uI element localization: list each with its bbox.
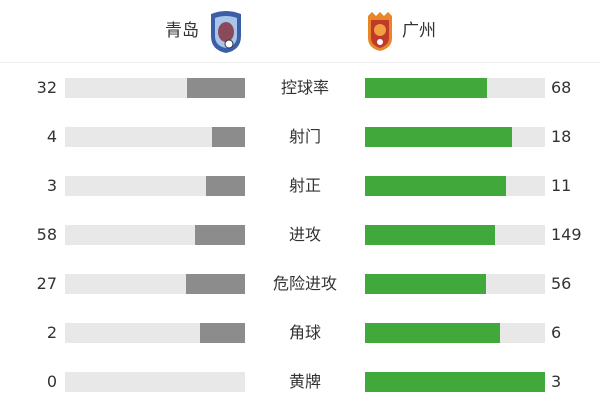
home-value: 32	[36, 78, 57, 97]
stat-label: 黄牌	[288, 372, 321, 391]
divider	[0, 62, 600, 63]
away-bar	[365, 323, 500, 343]
stat-row: 27 危险进攻 56	[0, 272, 600, 296]
stat-label: 危险进攻	[272, 274, 337, 293]
home-bar	[187, 78, 245, 98]
stat-row: 3 射正 11	[0, 174, 600, 198]
home-bar-track	[65, 274, 245, 294]
home-value: 2	[46, 323, 57, 342]
away-bar-track	[365, 78, 545, 98]
home-bar	[194, 225, 245, 245]
home-bar-track	[65, 323, 245, 343]
home-bar	[200, 323, 245, 343]
away-value: 11	[551, 176, 572, 195]
home-bar-track	[65, 78, 245, 98]
stat-row: 58 进攻 149	[0, 223, 600, 247]
home-bar-track	[65, 176, 245, 196]
away-bar-track	[365, 127, 545, 147]
home-value: 4	[46, 127, 57, 146]
stat-row: 32 控球率 68	[0, 76, 600, 100]
home-value: 0	[46, 372, 57, 391]
home-bar	[186, 274, 245, 294]
stat-row: 0 黄牌 3	[0, 370, 600, 394]
home-bar	[206, 176, 245, 196]
stat-row: 4 射门 18	[0, 125, 600, 149]
home-value: 58	[36, 225, 57, 244]
away-bar-track	[365, 274, 545, 294]
away-team-name: 广州	[402, 21, 436, 41]
away-value: 68	[551, 78, 572, 97]
home-bar-track	[65, 127, 245, 147]
away-bar-track	[365, 372, 545, 392]
away-bar	[365, 78, 488, 98]
away-value: 18	[551, 127, 572, 146]
stat-row: 2 角球 6	[0, 321, 600, 345]
away-value: 3	[551, 372, 562, 391]
stat-label: 射门	[288, 127, 321, 146]
away-bar	[365, 274, 487, 294]
away-bar	[365, 372, 545, 392]
qingdao-logo	[211, 11, 241, 53]
away-bar-track	[365, 225, 545, 245]
away-bar-track	[365, 176, 545, 196]
home-team-name: 青岛	[165, 21, 199, 41]
home-bar-track	[65, 372, 245, 392]
away-value: 6	[551, 323, 562, 342]
home-value: 27	[36, 274, 57, 293]
stat-label: 射正	[288, 176, 321, 195]
home-bar-track	[65, 225, 245, 245]
guangzhou-logo	[368, 12, 392, 51]
stat-label: 角球	[288, 323, 321, 342]
home-bar	[212, 127, 245, 147]
away-bar	[365, 127, 513, 147]
away-value: 56	[551, 274, 572, 293]
stat-label: 进攻	[288, 225, 321, 244]
away-bar	[365, 225, 495, 245]
away-value: 149	[551, 225, 582, 244]
away-bar-track	[365, 323, 545, 343]
home-value: 3	[46, 176, 57, 195]
away-bar	[365, 176, 507, 196]
stat-label: 控球率	[280, 78, 329, 97]
